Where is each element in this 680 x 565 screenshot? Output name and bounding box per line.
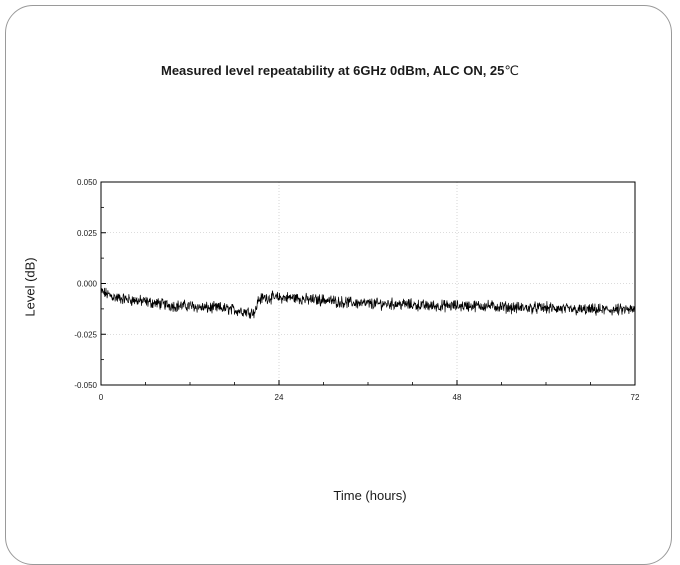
y-tick-label: 0.050 [77, 178, 98, 187]
chart-frame [5, 5, 672, 565]
chart-title: Measured level repeatability at 6GHz 0dB… [0, 63, 680, 79]
plot-area-border [100, 181, 636, 386]
series-line [100, 287, 636, 319]
chart-title-text: Measured level repeatability at 6GHz 0dB… [160, 63, 505, 78]
y-tick-label: 0.025 [77, 229, 98, 238]
line-chart: 0 24 48 72 0.050 0.025 0.000 -0.025 -0.050 [74, 178, 640, 402]
y-tick-label: -0.050 [74, 381, 97, 390]
x-tick-label: 0 [99, 393, 104, 402]
x-tick-label: 48 [453, 393, 462, 402]
x-axis-label: Time (hours) [333, 488, 407, 503]
y-tick-label: 0.000 [77, 280, 98, 289]
x-tick-label: 24 [275, 393, 284, 402]
chart-title-unit: ℃ [504, 64, 520, 79]
x-tick-label: 72 [631, 393, 640, 402]
y-tick-label: -0.025 [74, 330, 97, 339]
